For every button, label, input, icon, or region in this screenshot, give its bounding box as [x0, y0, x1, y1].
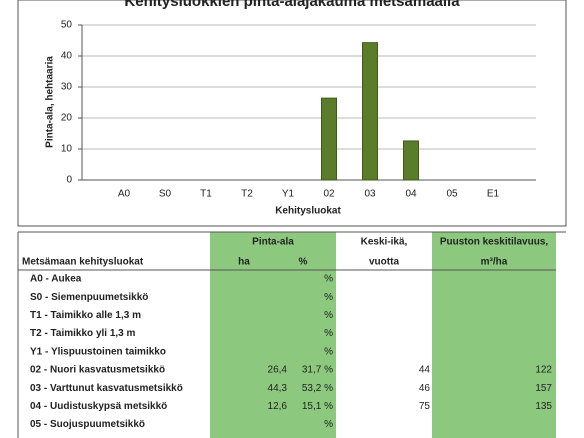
bar — [321, 97, 337, 181]
y-tick-label: 50 — [61, 20, 73, 31]
table-cell: S0 - Siemenpuumetsikkö — [30, 292, 148, 303]
table-cell: 05 - Suojuspuumetsikkö — [30, 419, 145, 430]
bar — [362, 42, 378, 181]
bar — [403, 140, 419, 181]
table-cell: % — [324, 274, 333, 285]
header-cell: Puuston keskitilavuus, — [440, 237, 549, 248]
x-tick-label: 02 — [323, 189, 335, 200]
y-tick-label: 0 — [66, 175, 72, 186]
area-column — [210, 232, 336, 438]
table-cell: 135 — [535, 401, 552, 412]
x-tick-label: 03 — [364, 189, 376, 200]
header-cell: m³/ha — [481, 257, 508, 268]
x-tick-label: S0 — [159, 189, 172, 200]
y-tick-label: 10 — [61, 144, 73, 155]
table-cell: 26,4 — [268, 365, 288, 376]
y-axis-label: Pinta-ala, hehtaaria — [45, 56, 56, 148]
table-cell: % — [324, 292, 333, 303]
table-cell: 122 — [535, 365, 552, 376]
table-cell: 15,1 % — [302, 401, 333, 412]
header-cell: ha — [238, 257, 250, 268]
table-cell: % — [324, 419, 333, 430]
x-tick-label: T1 — [200, 189, 212, 200]
table-cell: Y1 - Ylispuustoinen taimikko — [30, 346, 166, 357]
table-cell: T2 - Taimikko yli 1,3 m — [30, 328, 136, 339]
x-tick-label: 05 — [446, 189, 458, 200]
table-cell: 44 — [419, 365, 431, 376]
volume-column — [432, 232, 556, 438]
x-tick-label: T2 — [241, 189, 253, 200]
table-cell: 46 — [419, 383, 431, 394]
chart-frame — [17, 0, 567, 227]
table-cell: 04 - Uudistuskypsä metsikkö — [30, 401, 167, 412]
table-cell: % — [324, 310, 333, 321]
table-cell: 12,6 — [268, 401, 288, 412]
table-cell: 31,7 % — [302, 365, 333, 376]
y-tick-label: 30 — [61, 82, 73, 93]
y-tick-label: 40 — [61, 51, 73, 62]
table-cell: % — [324, 328, 333, 339]
header-cell: Pinta-ala — [252, 237, 294, 248]
table-cell: T1 - Taimikko alle 1,3 m — [30, 310, 141, 321]
x-tick-label: A0 — [118, 189, 131, 200]
table-cell: 02 - Nuori kasvatusmetsikkö — [30, 365, 165, 376]
header-cell: Keski-ikä, — [361, 237, 408, 248]
x-axis-label: Kehitysluokat — [275, 206, 341, 217]
table-cell: % — [324, 346, 333, 357]
table-cell: 44,3 — [268, 383, 288, 394]
table-cell: A0 - Aukea — [30, 274, 82, 285]
y-tick-label: 20 — [61, 113, 73, 124]
x-tick-label: 04 — [405, 189, 417, 200]
chart-title: Kehitysluokkien pinta-alajakauma metsäma… — [124, 0, 460, 10]
table-cell: 75 — [419, 401, 431, 412]
x-tick-label: Y1 — [282, 189, 295, 200]
header-cell: Metsämaan kehitysluokat — [22, 257, 144, 268]
table-cell: 157 — [535, 383, 552, 394]
header-cell: vuotta — [369, 257, 399, 268]
table-cell: 53,2 % — [302, 383, 333, 394]
header-cell: % — [299, 257, 308, 268]
x-tick-label: E1 — [487, 189, 500, 200]
table-cell: 03 - Varttunut kasvatusmetsikkö — [30, 383, 183, 394]
